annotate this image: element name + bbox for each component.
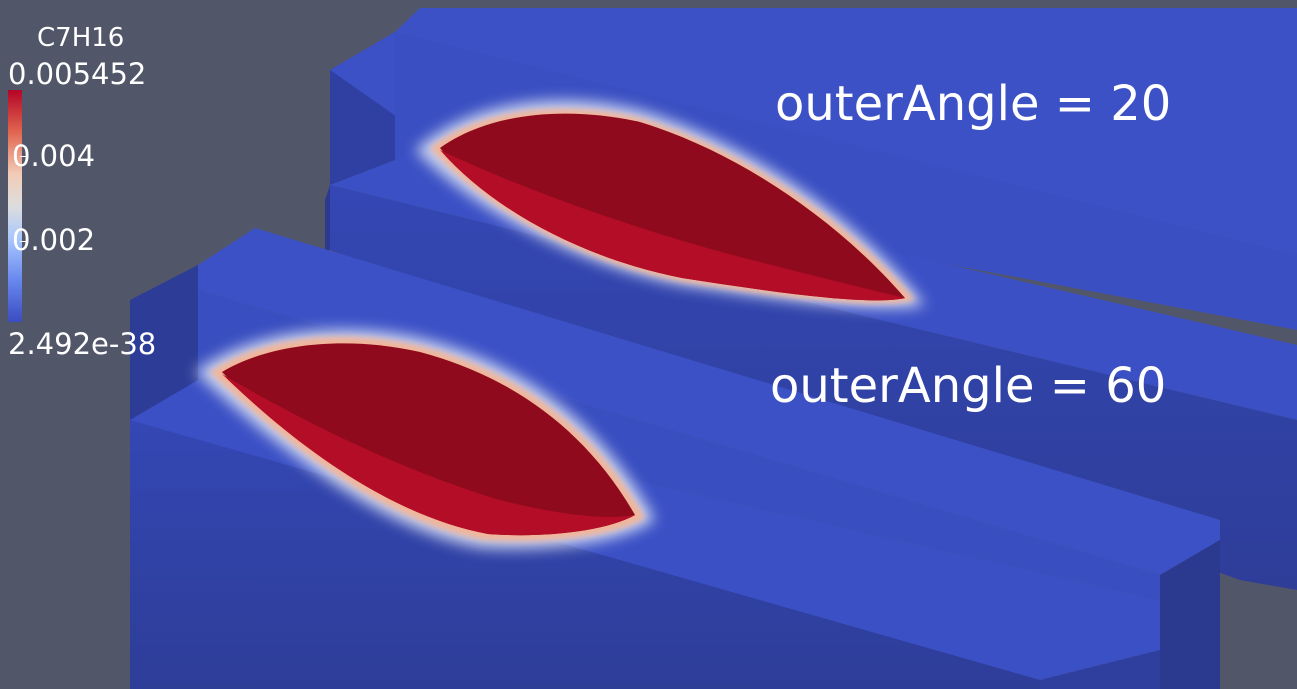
lower-core [222,343,635,536]
upper-step-left [325,185,330,252]
lower-right-face [1160,540,1220,689]
legend-title: C7H16 [37,23,125,53]
colorbar [8,90,22,322]
legend-max-label: 0.005452 [8,57,147,91]
colorbar-tick-mark [20,241,28,242]
lower-bottom-strip [1040,650,1160,689]
lower-wall-top [198,228,1220,575]
annotation-outer-angle-60: outerAngle = 60 [770,358,1167,414]
lower-core-face [222,374,635,536]
upper-hot-region [415,100,925,309]
upper-core [440,113,905,301]
lower-left-face [130,265,198,420]
legend-tick-label: 0.004 [12,139,96,173]
upper-core-face [440,150,905,301]
legend-min-label: 2.492e-38 [8,327,157,361]
colorbar-tick-mark [20,156,28,157]
colorbar-gradient [8,90,22,322]
lower-hot-region [195,329,655,550]
legend-tick-label: 0.002 [12,223,96,257]
annotation-outer-angle-20: outerAngle = 20 [775,76,1172,132]
upper-wall-top [330,8,1297,255]
